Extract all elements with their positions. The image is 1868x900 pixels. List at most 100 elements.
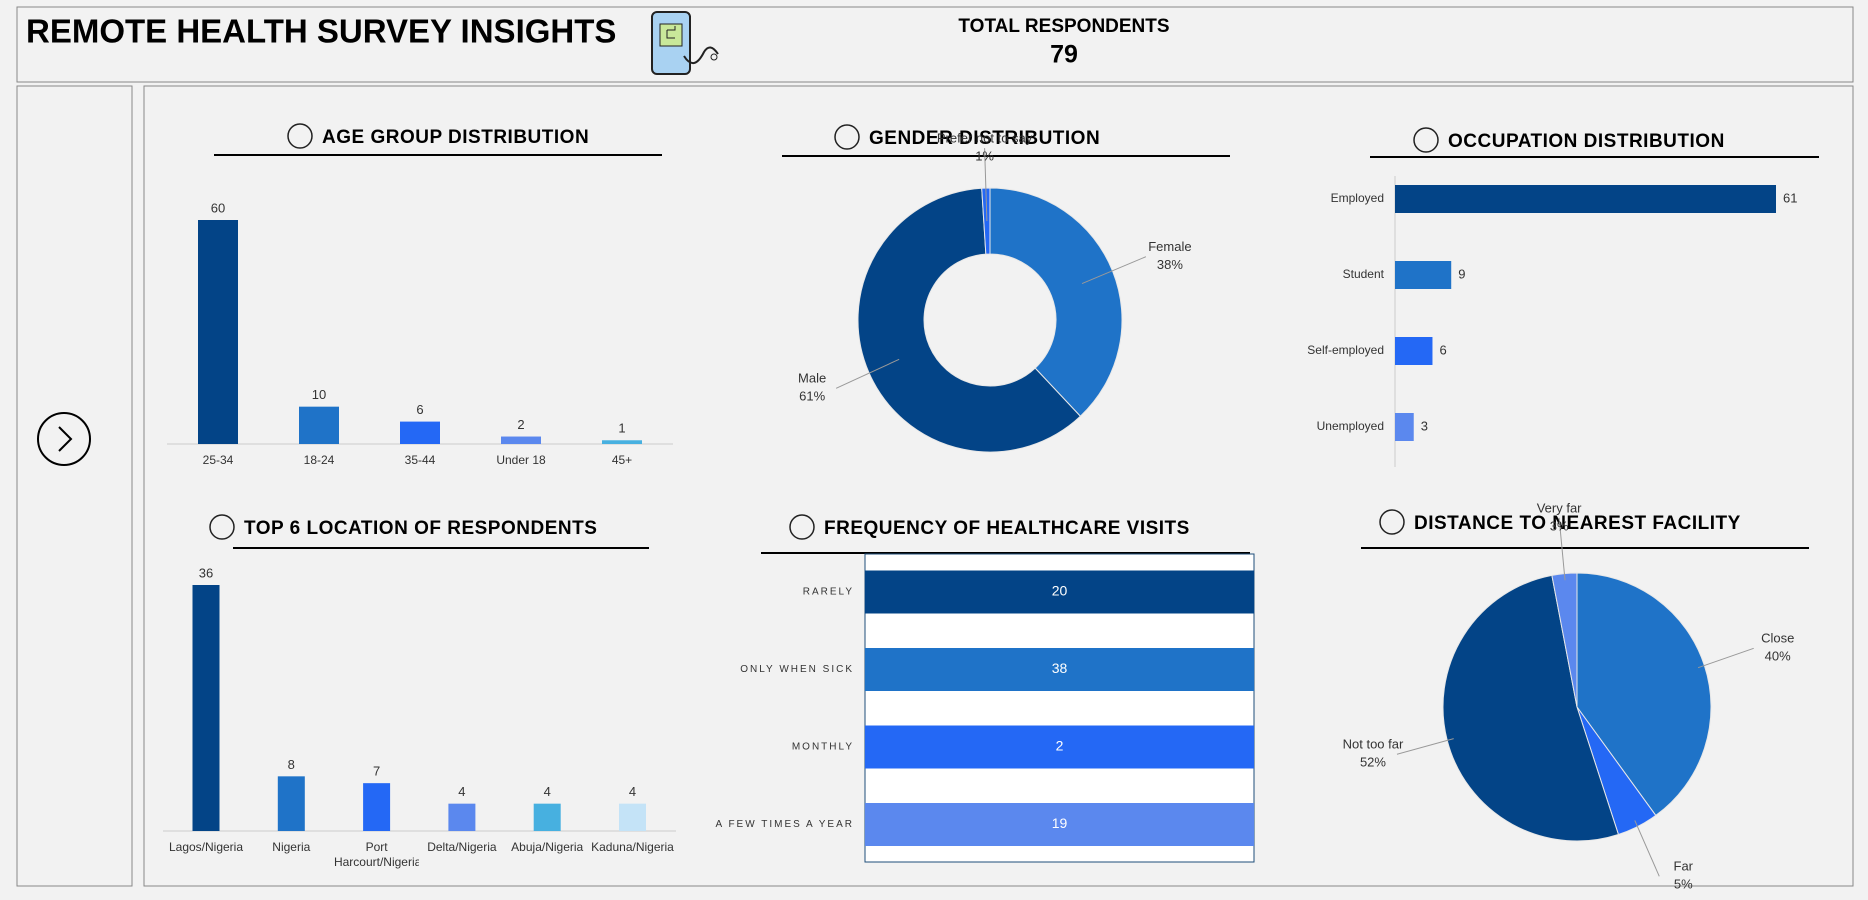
x-tick-label: 18-24 xyxy=(304,453,335,467)
leader-line xyxy=(984,148,988,222)
title-icon xyxy=(834,124,860,150)
bar xyxy=(448,803,476,831)
chart-title: TOP 6 LOCATION OF RESPONDENTS xyxy=(244,518,597,539)
x-tick-label: Lagos/Nigeria xyxy=(168,840,244,854)
bar xyxy=(865,803,1254,846)
y-tick-label: Self-employed xyxy=(1307,343,1384,357)
side-panel xyxy=(16,85,133,887)
bar xyxy=(865,648,1254,691)
y-tick-label: A FEW TIMES A YEAR xyxy=(716,819,854,830)
y-tick-label: Unemployed xyxy=(1317,419,1384,433)
data-label: 4 xyxy=(458,784,465,799)
slice-label: Far xyxy=(1674,859,1694,874)
data-label: 38 xyxy=(1052,660,1068,676)
data-label: 20 xyxy=(1052,583,1068,599)
y-tick-label: ONLY WHEN SICK xyxy=(740,664,854,675)
leader-line xyxy=(1634,820,1660,877)
slice xyxy=(857,187,1082,453)
x-tick-label: 25-34 xyxy=(203,453,234,467)
data-label: 4 xyxy=(544,784,551,799)
slice-value: 40% xyxy=(1765,649,1791,664)
y-tick-label: Employed xyxy=(1331,191,1384,205)
bar xyxy=(865,725,1254,769)
slice-label: Male xyxy=(798,371,826,386)
slice xyxy=(981,187,991,255)
slice-label: Female xyxy=(1148,239,1191,254)
leader-line xyxy=(1558,517,1566,581)
x-tick-label: Delta/Nigeria xyxy=(427,840,497,854)
leader-line xyxy=(1081,256,1147,285)
chart-title: OCCUPATION DISTRIBUTION xyxy=(1448,131,1725,152)
slice-value: 3% xyxy=(1550,518,1569,533)
kpi-label: TOTAL RESPONDENTS xyxy=(958,16,1169,37)
slice-label: Very far xyxy=(1537,500,1582,515)
data-label: 9 xyxy=(1458,266,1465,281)
leader-line xyxy=(1697,647,1754,669)
header-box xyxy=(16,6,1854,83)
slice-value: 61% xyxy=(799,389,825,404)
bar xyxy=(192,585,220,831)
bar xyxy=(619,803,646,831)
data-label: 61 xyxy=(1783,190,1797,205)
x-tick-label: Abuja/Nigeria xyxy=(511,840,584,854)
data-label: 6 xyxy=(1439,342,1446,357)
title-icon xyxy=(209,514,235,540)
x-tick-label-box: Port Harcourt/Nigeria xyxy=(334,840,419,869)
data-label: 1 xyxy=(618,421,625,436)
x-tick-label: Kaduna/Nigeria xyxy=(591,840,674,854)
chart-title: DISTANCE TO NEAREST FACILITY xyxy=(1414,513,1741,534)
bar xyxy=(533,803,561,831)
x-tick-label: 45+ xyxy=(612,453,632,467)
x-tick-label-box: Delta/Nigeria xyxy=(427,840,497,854)
data-label: 4 xyxy=(629,784,636,799)
x-tick-label: 35-44 xyxy=(405,453,436,467)
title-icon xyxy=(1413,127,1439,153)
slice-value: 38% xyxy=(1157,257,1183,272)
bar xyxy=(277,776,305,831)
bar xyxy=(1395,337,1433,365)
slice-value: 52% xyxy=(1360,755,1386,770)
slice xyxy=(1551,572,1578,708)
title-icon xyxy=(789,514,815,540)
leader-line xyxy=(835,358,900,389)
slice xyxy=(1442,574,1620,842)
title-icon xyxy=(1379,509,1405,535)
x-tick-label-box: Lagos/Nigeria xyxy=(168,840,244,854)
chart-title: FREQUENCY OF HEALTHCARE VISITS xyxy=(824,518,1190,539)
data-label: 2 xyxy=(517,417,524,432)
bar xyxy=(1395,413,1414,441)
next-button[interactable] xyxy=(37,412,91,466)
slice-label: Prefer not to say xyxy=(937,131,1033,146)
bar xyxy=(299,406,339,444)
kpi-value: 79 xyxy=(1050,41,1078,69)
bar xyxy=(363,783,391,831)
x-tick-label: Under 18 xyxy=(496,453,546,467)
phone-icon xyxy=(651,11,719,75)
x-tick-label-box: Abuja/Nigeria xyxy=(511,840,584,854)
data-label: 10 xyxy=(312,387,326,402)
chart-title: AGE GROUP DISTRIBUTION xyxy=(322,127,589,148)
bar xyxy=(501,436,541,444)
data-label: 36 xyxy=(199,565,213,580)
data-label: 60 xyxy=(211,200,225,215)
data-label: 3 xyxy=(1421,418,1428,433)
bar xyxy=(602,440,642,444)
x-tick-label: Nigeria xyxy=(272,840,311,854)
data-label: 8 xyxy=(288,757,295,772)
y-tick-label: Student xyxy=(1343,267,1385,281)
dashboard-title: REMOTE HEALTH SURVEY INSIGHTS xyxy=(26,13,616,50)
data-label: 6 xyxy=(416,402,423,417)
slice xyxy=(989,187,1123,417)
slice-value: 1% xyxy=(975,149,994,164)
y-tick-label: RARELY xyxy=(803,587,854,598)
leader-line xyxy=(1396,738,1454,755)
bar xyxy=(1395,261,1452,289)
title-icon xyxy=(287,123,313,149)
data-label: 7 xyxy=(373,764,380,779)
slice-label: Close xyxy=(1761,631,1794,646)
slice-label: Not too far xyxy=(1343,737,1404,752)
chart-title: GENDER DISTRIBUTION xyxy=(869,128,1100,149)
slice xyxy=(1576,572,1712,817)
bar xyxy=(400,421,440,444)
